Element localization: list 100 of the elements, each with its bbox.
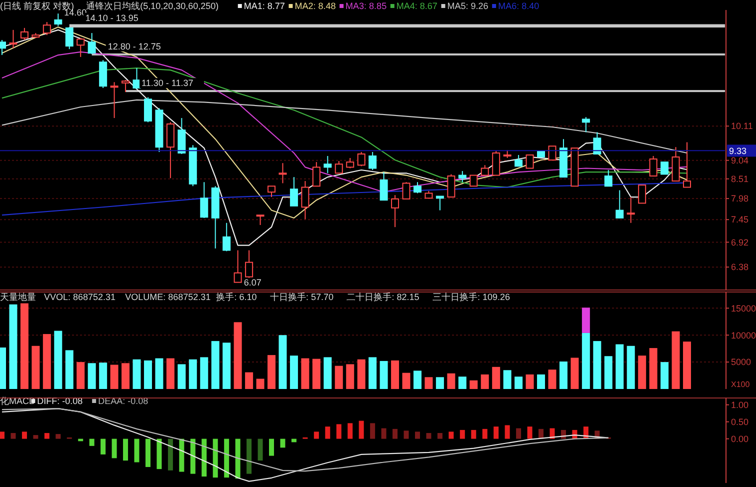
bar <box>638 356 646 389</box>
y-tick-label: 10000 <box>731 330 756 340</box>
candlestick <box>334 160 343 174</box>
chart-subtitle: 通锋次日均线(5,10,20,30,60,250) <box>86 1 219 11</box>
bar <box>616 344 624 389</box>
bar <box>269 438 274 456</box>
candlestick <box>222 222 231 252</box>
bar <box>368 357 377 389</box>
annotation: 十日换手: 57.70 <box>270 292 334 302</box>
candlestick <box>638 184 646 204</box>
bar <box>112 438 117 458</box>
candlestick <box>268 186 276 198</box>
bar <box>246 438 252 474</box>
bar <box>447 373 456 389</box>
bar <box>245 372 254 389</box>
candlestick <box>391 194 400 228</box>
candlestick <box>301 180 310 220</box>
bar <box>280 438 286 448</box>
candlestick <box>593 132 602 154</box>
candlestick <box>178 118 186 154</box>
bar <box>89 438 94 446</box>
candlestick <box>402 182 410 200</box>
candlestick <box>324 155 332 174</box>
annotation: 换手: 6.10 <box>216 292 257 302</box>
band-label: 12.80 - 12.75 <box>108 41 161 52</box>
bar <box>570 358 579 389</box>
candlestick <box>582 116 590 133</box>
bar <box>188 359 197 389</box>
bar <box>660 362 669 389</box>
candlestick <box>616 190 624 218</box>
bar <box>100 438 106 454</box>
bar <box>168 438 173 470</box>
candlestick <box>110 82 118 119</box>
bar <box>537 374 546 389</box>
y-tick-label: 6.92 <box>731 237 749 248</box>
bar <box>65 350 74 389</box>
y-axis-title: X100 <box>731 380 750 389</box>
candlestick <box>368 152 377 170</box>
candlestick <box>604 169 612 187</box>
bar <box>312 358 320 389</box>
bar <box>179 438 184 472</box>
line-series <box>1 99 688 154</box>
candlestick <box>312 162 320 187</box>
candlestick <box>683 142 691 188</box>
bar <box>357 359 366 389</box>
candlestick <box>122 80 130 93</box>
bar <box>234 322 242 389</box>
candlestick <box>278 162 287 184</box>
bar <box>436 377 444 389</box>
bar <box>494 426 499 439</box>
bar <box>448 432 454 439</box>
bar <box>325 426 330 439</box>
bar <box>514 376 523 389</box>
bar <box>155 358 164 389</box>
candlestick <box>626 196 635 224</box>
candlestick <box>447 174 456 198</box>
candlestick <box>357 152 366 167</box>
y-tick-label: 1.00 <box>731 400 749 410</box>
legend-label: DIFF: -0.08 <box>37 396 83 406</box>
bar <box>110 364 118 389</box>
annotation: 二十日换手: 82.15 <box>346 292 420 302</box>
bar <box>414 432 420 439</box>
bar <box>649 348 658 389</box>
bar <box>32 346 40 389</box>
bar <box>99 362 108 389</box>
annotation: 三十日换手: 109.26 <box>432 292 510 302</box>
candlestick <box>76 37 85 58</box>
bar <box>222 342 231 389</box>
y-tick-label: 9.04 <box>731 156 749 166</box>
bar <box>672 331 680 389</box>
bar <box>381 428 386 439</box>
chart-title: 天量地量 <box>0 292 36 302</box>
bar <box>604 356 612 389</box>
bar <box>470 380 478 389</box>
band-label: 14.10 - 13.95 <box>85 12 138 23</box>
bar <box>200 357 208 389</box>
bar <box>392 428 398 439</box>
candlestick <box>65 26 74 50</box>
bar <box>548 370 556 389</box>
legend-label: MA5: 9.26 <box>447 1 488 11</box>
bar <box>122 363 130 389</box>
y-tick-label: 0.00 <box>731 434 749 444</box>
bar <box>336 424 342 439</box>
bar <box>0 432 4 439</box>
bar <box>413 370 422 389</box>
legend-label: MA4: 8.67 <box>396 1 438 11</box>
bar <box>224 438 230 478</box>
y-tick-label: 7.98 <box>731 194 749 204</box>
candlestick <box>144 96 152 123</box>
bar <box>9 304 18 389</box>
bar <box>123 438 128 461</box>
bar <box>582 332 590 389</box>
candlestick <box>470 174 478 187</box>
candlestick <box>256 214 264 226</box>
bar <box>516 428 522 439</box>
legend-label: MA6: 8.40 <box>498 1 540 11</box>
band-label: 11.30 - 11.37 <box>142 78 194 88</box>
bar <box>88 363 96 389</box>
candlestick <box>42 22 51 36</box>
candlestick <box>480 164 489 176</box>
